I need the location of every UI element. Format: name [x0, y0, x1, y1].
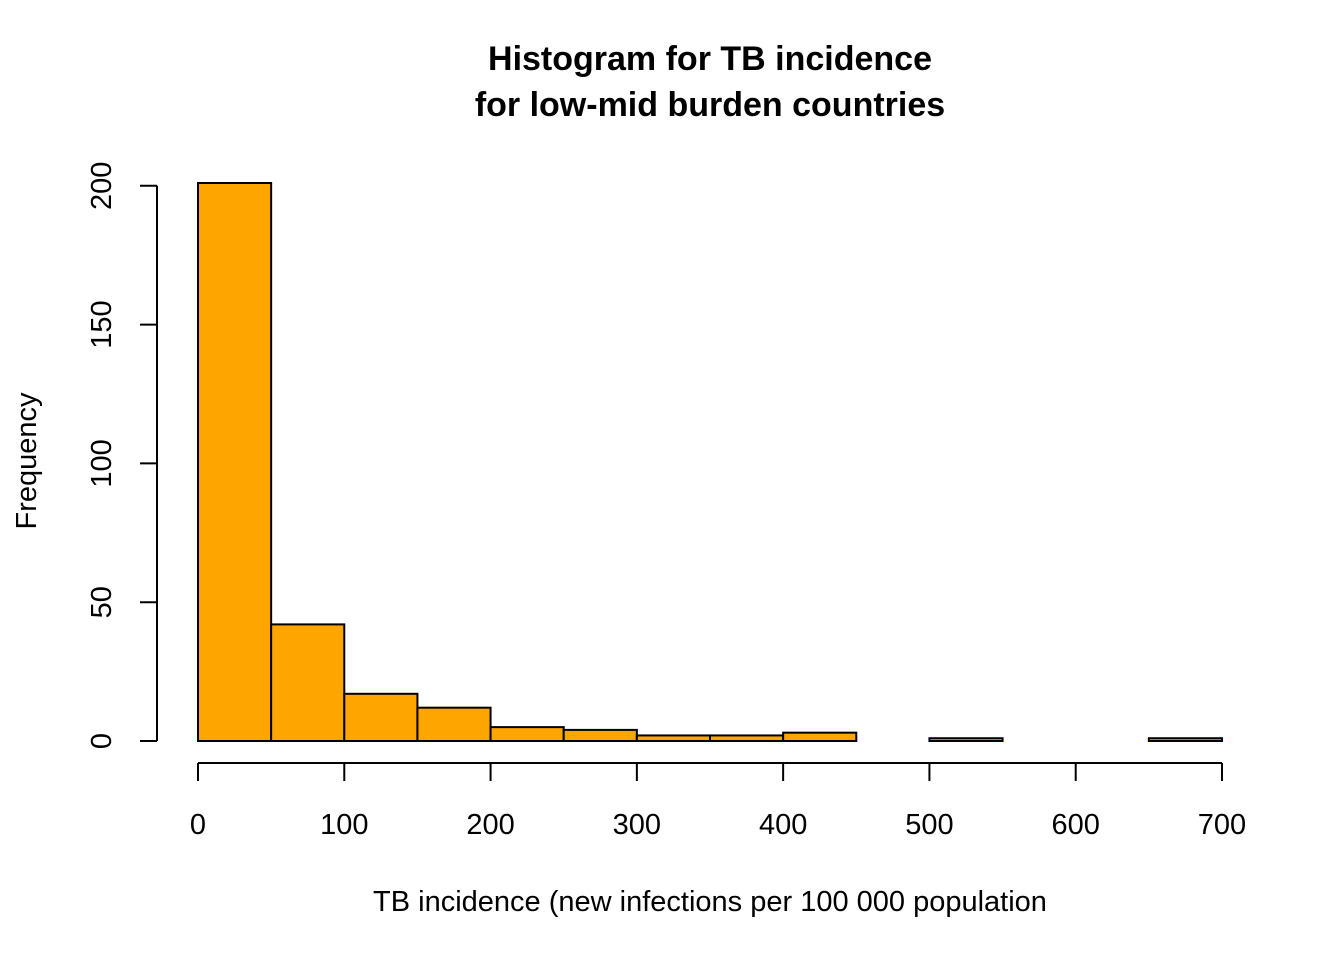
y-axis: 0 50 100 150 200: [86, 162, 158, 749]
y-tick-label-200: 200: [86, 162, 118, 210]
x-axis-label: TB incidence (new infections per 100 000…: [373, 886, 1047, 918]
y-tick-label-0: 0: [86, 733, 118, 749]
x-tick-label-600: 600: [1052, 809, 1100, 841]
x-tick-label-200: 200: [466, 809, 514, 841]
y-tick-label-50: 50: [86, 586, 118, 618]
histogram-bar-250-300: [562, 728, 638, 742]
histogram-bar-650-700: [1147, 737, 1224, 742]
histogram-bar-200-250: [489, 726, 565, 742]
y-tick-label-100: 100: [86, 439, 118, 487]
histogram-bar-100-150: [343, 692, 419, 742]
histogram-bar-150-200: [416, 706, 492, 743]
x-tick-label-400: 400: [759, 809, 807, 841]
x-tick-label-300: 300: [613, 809, 661, 841]
histogram-bars: [197, 182, 1224, 743]
chart-title-line-1: Histogram for TB incidence: [488, 40, 932, 78]
y-tick-label-150: 150: [86, 300, 118, 348]
x-tick-label-0: 0: [190, 809, 206, 841]
x-tick-label-700: 700: [1198, 809, 1246, 841]
histogram-bar-300-350: [635, 734, 711, 742]
x-axis: 0 100 200 300 400 500 600 700: [190, 762, 1246, 841]
histogram-bar-500-550: [928, 737, 1004, 742]
histogram-bar-0-50: [197, 182, 273, 742]
histogram-bar-400-450: [782, 731, 858, 742]
histogram-bar-50-100: [270, 623, 346, 743]
histogram-bar-350-400: [709, 734, 785, 742]
x-tick-label-100: 100: [320, 809, 368, 841]
y-axis-label: Frequency: [11, 392, 43, 530]
x-tick-label-500: 500: [905, 809, 953, 841]
chart-title-line-2: for low-mid burden countries: [475, 86, 945, 124]
